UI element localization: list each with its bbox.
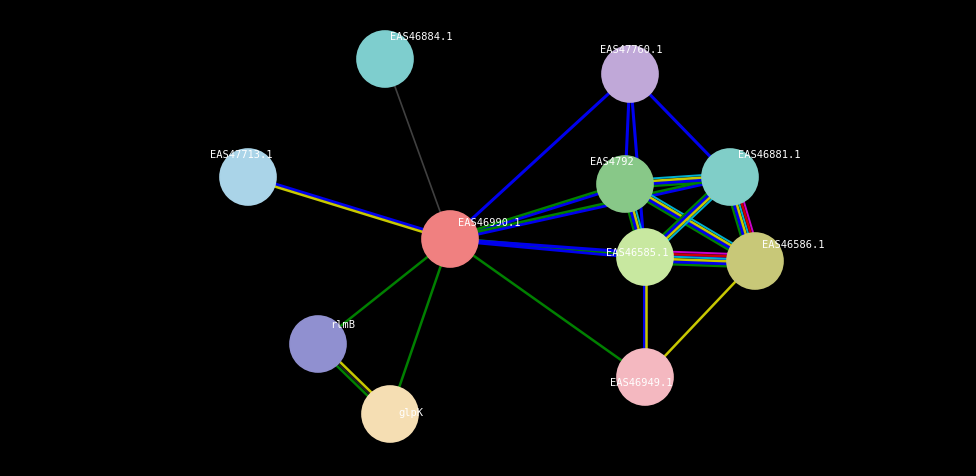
Text: EAS47760.1: EAS47760.1 xyxy=(600,45,663,55)
Circle shape xyxy=(362,386,418,442)
Circle shape xyxy=(290,317,346,372)
Circle shape xyxy=(422,211,478,268)
Text: EAS4792: EAS4792 xyxy=(590,157,633,167)
Text: EAS46586.1: EAS46586.1 xyxy=(762,239,825,249)
Text: EAS46585.1: EAS46585.1 xyxy=(606,248,669,258)
Circle shape xyxy=(702,149,758,206)
Circle shape xyxy=(597,157,653,213)
Text: rlmB: rlmB xyxy=(330,319,355,329)
Circle shape xyxy=(617,349,673,405)
Circle shape xyxy=(602,47,658,103)
Text: EAS46949.1: EAS46949.1 xyxy=(610,377,672,387)
Text: glpK: glpK xyxy=(398,407,423,417)
Text: EAS46884.1: EAS46884.1 xyxy=(390,32,453,42)
Circle shape xyxy=(617,229,673,286)
Circle shape xyxy=(220,149,276,206)
Text: EAS47713.1: EAS47713.1 xyxy=(210,149,272,159)
Circle shape xyxy=(727,234,783,289)
Text: EAS46990.1: EAS46990.1 xyxy=(458,218,520,228)
Circle shape xyxy=(357,32,413,88)
Text: EAS46881.1: EAS46881.1 xyxy=(738,149,800,159)
